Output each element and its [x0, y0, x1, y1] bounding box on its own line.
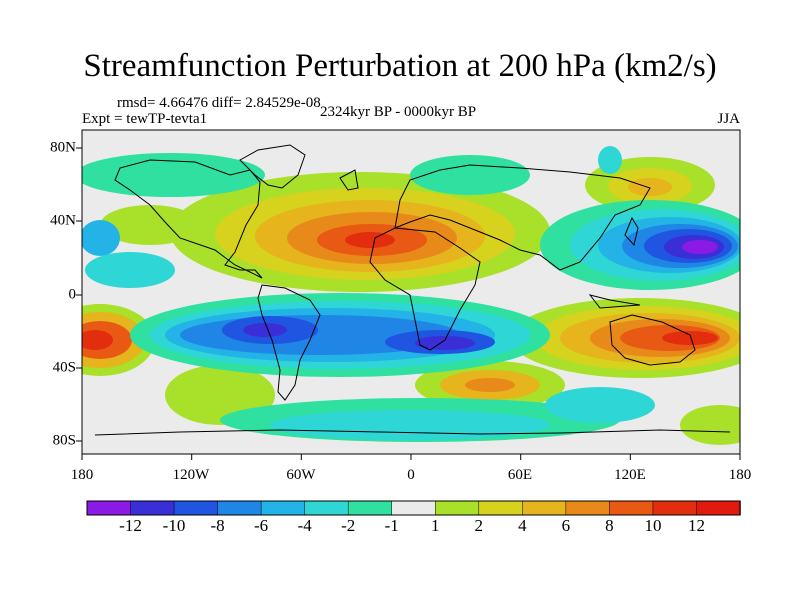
colorbar-label: -6 — [254, 516, 269, 535]
colorbar-label: -10 — [162, 516, 186, 535]
colorbar-label: 6 — [561, 516, 571, 535]
colorbar-label: -8 — [210, 516, 225, 535]
colorbar-label: -1 — [384, 516, 399, 535]
colorbar-label: 4 — [518, 516, 527, 535]
negative-anomaly-north-atlantic — [82, 153, 530, 197]
lon-tick-label: 0 — [407, 467, 415, 483]
map-field — [82, 130, 740, 454]
colorbar-label: -2 — [341, 516, 356, 535]
colorbar-swatch — [696, 500, 741, 516]
experiment-label: Expt = tewTP-tevta1 — [82, 111, 208, 127]
colorbar-swatch — [391, 500, 437, 516]
positive-anomaly-southern-ocean — [415, 361, 565, 409]
lon-tick-label: 120W — [172, 467, 210, 483]
colorbar — [86, 500, 741, 516]
colorbar-swatch — [347, 500, 393, 516]
colorbar-swatch — [565, 500, 611, 516]
colorbar-label: 12 — [688, 516, 705, 535]
colorbar-swatch — [130, 500, 175, 516]
season-label: JJA — [717, 111, 740, 127]
map-title: Streamfunction Perturbation at 200 hPa (… — [83, 48, 717, 84]
colorbar-label: 2 — [474, 516, 484, 535]
colorbar-label: 10 — [644, 516, 662, 535]
negative-anomaly-south-america-atlantic — [130, 293, 550, 377]
lat-tick-label: 80N — [50, 139, 76, 156]
colorbar-label: -12 — [119, 516, 142, 535]
colorbar-swatch — [478, 500, 524, 516]
lon-tick-label: 60E — [507, 467, 533, 483]
lon-tick-label: 60W — [286, 467, 316, 483]
colorbar-swatch — [173, 500, 219, 516]
colorbar-label: -4 — [297, 516, 312, 535]
lon-tick-label: 120E — [614, 467, 646, 483]
lon-tick-label: 180 — [70, 467, 94, 483]
lat-tick-label: 80S — [52, 432, 76, 449]
colorbar-swatch — [304, 500, 349, 516]
colorbar-swatch — [522, 500, 567, 516]
colorbar-swatch — [435, 500, 480, 516]
colorbar-swatch — [609, 500, 654, 516]
colorbar-swatch — [86, 500, 132, 516]
period-label: 2324kyr BP - 0000kyr BP — [320, 104, 477, 120]
negative-anomaly-east-asia — [540, 200, 740, 290]
axis-ticks — [76, 147, 741, 460]
colorbar-swatch — [652, 500, 698, 516]
lon-tick-label: 180 — [728, 467, 752, 483]
positive-anomaly-north-africa — [170, 172, 550, 292]
colorbar-swatch — [217, 500, 262, 516]
lat-tick-label: 40N — [50, 212, 76, 229]
colorbar-label: 1 — [431, 516, 440, 535]
stats-label: rmsd= 4.66476 diff= 2.84529e-08 — [117, 95, 321, 111]
coastlines — [94, 144, 731, 436]
lat-tick-label: 40S — [52, 359, 76, 376]
positive-anomaly-northwest-pacific — [585, 157, 715, 213]
colorbar-label: 8 — [605, 516, 614, 535]
positive-anomaly-south-pacific-west — [82, 304, 155, 376]
colorbar-swatch — [260, 500, 306, 516]
lat-tick-label: 0 — [68, 286, 77, 303]
